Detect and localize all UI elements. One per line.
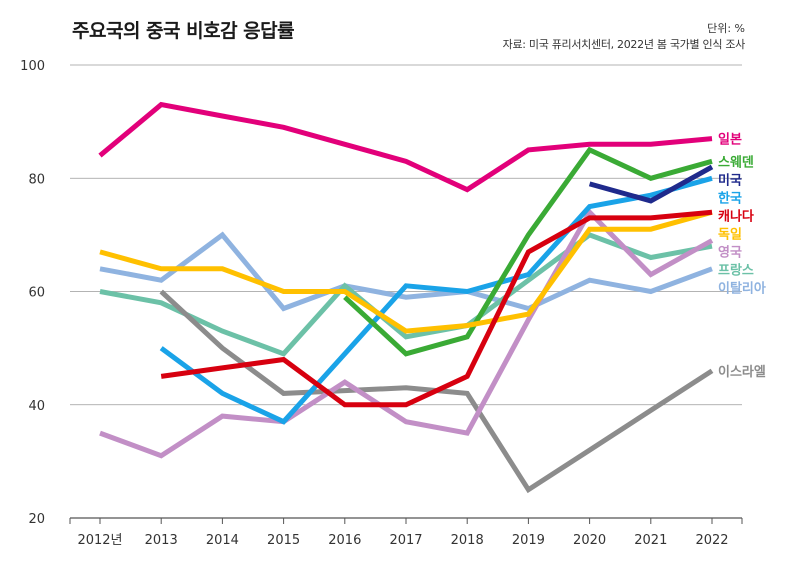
x-tick-label: 2013 xyxy=(145,533,178,548)
y-tick-label: 60 xyxy=(28,286,45,301)
series-line-영국 xyxy=(99,208,714,459)
y-tick-label: 40 xyxy=(28,399,45,414)
x-tick-label: 2021 xyxy=(634,533,667,548)
series-line-스웨덴 xyxy=(343,146,713,357)
x-tick-label: 2017 xyxy=(389,533,422,548)
series-line-캐나다 xyxy=(160,209,713,408)
chart-title: 주요국의 중국 비호감 응답률 xyxy=(72,20,295,42)
series-label: 미국 xyxy=(718,172,742,188)
unit-note: 단위: % xyxy=(707,22,745,35)
series-label: 영국 xyxy=(718,245,742,260)
x-tick-label: 2014 xyxy=(206,533,239,548)
series-label: 스웨덴 xyxy=(718,154,754,170)
series-line-이탈리아 xyxy=(99,231,713,312)
series-line-프랑스 xyxy=(99,232,713,357)
x-tick-label: 2018 xyxy=(451,533,484,548)
source-note: 자료: 미국 퓨리서치센터, 2022년 봄 국가별 인식 조사 xyxy=(502,38,746,51)
x-axis: 2012년 2013 2014 2015 2016 2017 2018 2019 2020 202… xyxy=(69,518,743,548)
x-tick-label: 2019 xyxy=(512,533,545,548)
series-label: 독일 xyxy=(718,227,742,242)
series-line-한국 xyxy=(159,175,713,425)
x-tick-label: 2012년 xyxy=(77,533,122,548)
series-label: 한국 xyxy=(718,190,742,206)
y-tick-label: 100 xyxy=(20,59,45,74)
series-label: 이스라엘 xyxy=(718,364,766,380)
y-tick-label: 20 xyxy=(28,512,45,527)
series-line-미국 xyxy=(588,164,714,204)
x-tick-label: 2020 xyxy=(573,533,606,548)
x-tick-label: 2022 xyxy=(695,533,728,548)
x-tick-label: 2016 xyxy=(328,533,361,548)
series-label: 프랑스 xyxy=(718,263,754,278)
series-line-일본 xyxy=(98,101,713,193)
series-lines xyxy=(98,101,714,494)
series-label: 일본 xyxy=(718,133,742,148)
y-tick-label: 80 xyxy=(28,172,45,187)
y-axis-ticks: 20 40 60 80 100 xyxy=(20,59,45,527)
series-label: 캐나다 xyxy=(718,208,754,224)
series-label: 이탈리아 xyxy=(718,280,766,296)
series-line-독일 xyxy=(99,209,713,334)
x-tick-label: 2015 xyxy=(267,533,300,548)
